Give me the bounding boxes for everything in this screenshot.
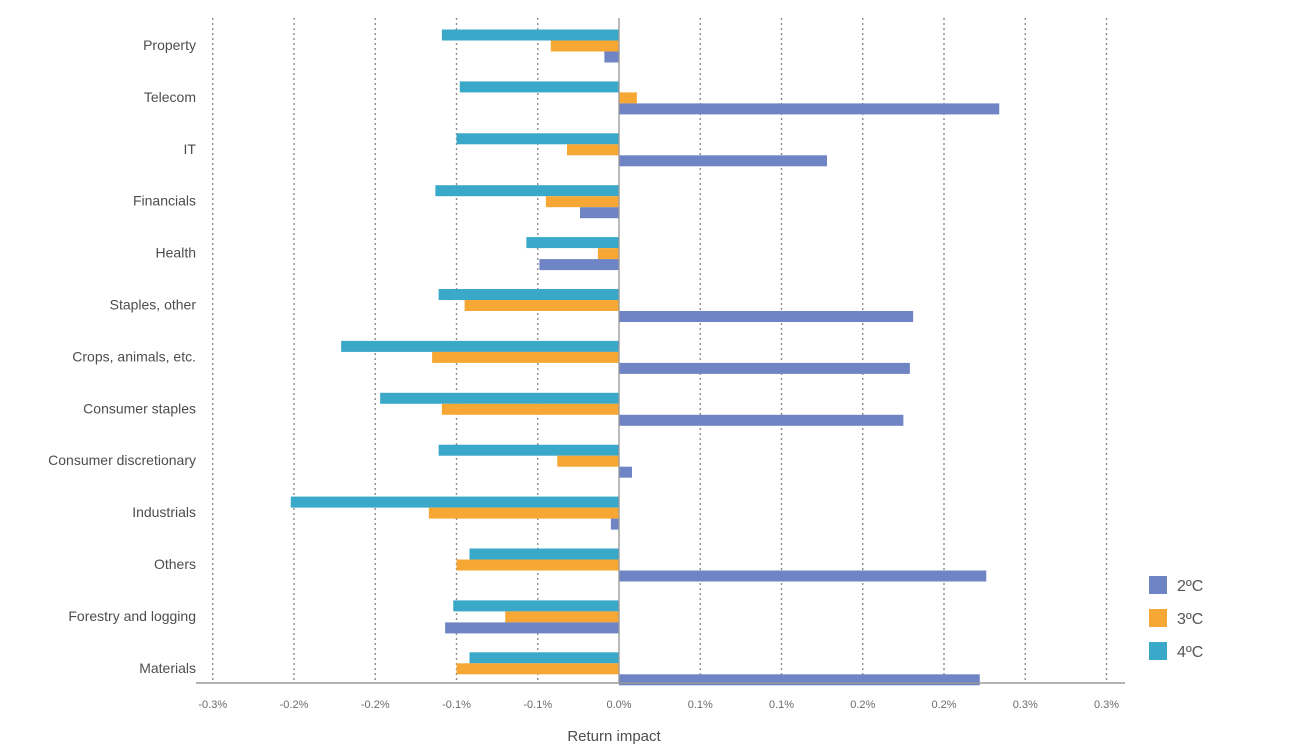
bar-materials-4c [469,652,619,664]
bar-financials-2c [580,207,619,219]
bar-industrials-2c [610,518,619,530]
bar-consumer-discretionary-4c [438,444,619,456]
bar-staples-other-2c [619,311,914,322]
category-label: Consumer staples [83,400,196,416]
bar-telecom-2c [619,103,1000,115]
x-tick-label: 0.2% [850,699,875,711]
bar-health-4c [526,237,619,249]
category-label: Telecom [144,89,196,105]
bar-materials-3c [456,663,619,675]
x-tick-label: -0.2% [280,699,309,711]
legend-label: 2ºC [1177,578,1203,595]
legend-label: 4ºC [1177,644,1203,661]
category-labels: Property Telecom IT Financials Health Staples… [48,37,196,676]
bar-it-2c [619,155,827,167]
category-label: Consumer discretionary [48,452,196,468]
x-tick-label: 0.3% [1094,699,1119,711]
bars [290,29,1000,686]
bar-staples-other-4c [438,289,619,300]
bar-property-2c [604,51,619,63]
bar-it-4c [456,133,619,145]
category-label: Financials [133,193,196,209]
bar-it-3c [567,144,619,156]
category-label: Others [154,556,196,572]
category-label: IT [184,141,197,157]
bar-consumer-discretionary-3c [557,455,619,467]
category-label: Staples, other [110,297,197,313]
bar-property-4c [441,29,619,41]
legend: 2ºC 3ºC 4ºC [1149,576,1203,661]
bar-financials-4c [435,185,619,197]
category-label: Health [156,245,196,261]
category-label: Crops, animals, etc. [72,348,196,364]
bar-crops-animals-etc-3c [432,351,619,363]
x-tick-label: -0.3% [198,699,227,711]
category-label: Forestry and logging [68,608,196,624]
x-tick-label: -0.1% [523,699,552,711]
x-tick-label: -0.2% [361,699,390,711]
bar-industrials-3c [428,507,619,519]
legend-label: 3ºC [1177,611,1203,628]
bar-others-2c [619,570,987,582]
bar-telecom-4c [459,81,619,93]
bar-health-3c [597,248,619,260]
bar-staples-other-3c [464,300,619,311]
bar-health-2c [539,259,619,271]
x-tick-label: 0.0% [606,699,631,711]
category-label: Property [143,37,196,53]
bar-consumer-staples-3c [441,403,619,415]
x-tick-label: 0.1% [688,699,713,711]
bar-others-3c [456,559,619,571]
legend-swatch [1149,642,1167,660]
x-tick-label: 0.3% [1013,699,1038,711]
bar-financials-3c [545,196,619,208]
axes [196,18,1125,684]
category-label: Materials [139,660,196,676]
bar-property-3c [550,40,619,52]
bar-crops-animals-etc-4c [341,340,619,352]
legend-swatch [1149,609,1167,627]
bar-consumer-staples-4c [380,392,619,404]
x-tick-label: 0.1% [769,699,794,711]
bar-industrials-4c [290,496,619,508]
bar-materials-2c [619,674,980,686]
x-axis-title: Return impact [567,728,661,744]
bar-consumer-staples-2c [619,414,904,426]
tick-labels: -0.3% -0.2% -0.2% -0.1% -0.1% 0.0% 0.1% 0.1% 0.2… [198,699,1119,711]
bar-consumer-discretionary-2c [619,466,632,478]
bar-crops-animals-etc-2c [619,362,910,374]
category-label: Industrials [132,504,196,520]
bar-forestry-and-logging-3c [505,611,619,623]
bar-telecom-3c [619,92,637,104]
legend-swatch [1149,576,1167,594]
bar-forestry-and-logging-2c [445,622,619,634]
x-tick-label: -0.1% [442,699,471,711]
bar-forestry-and-logging-4c [453,600,619,612]
x-tick-label: 0.2% [931,699,956,711]
bar-others-4c [469,548,619,560]
